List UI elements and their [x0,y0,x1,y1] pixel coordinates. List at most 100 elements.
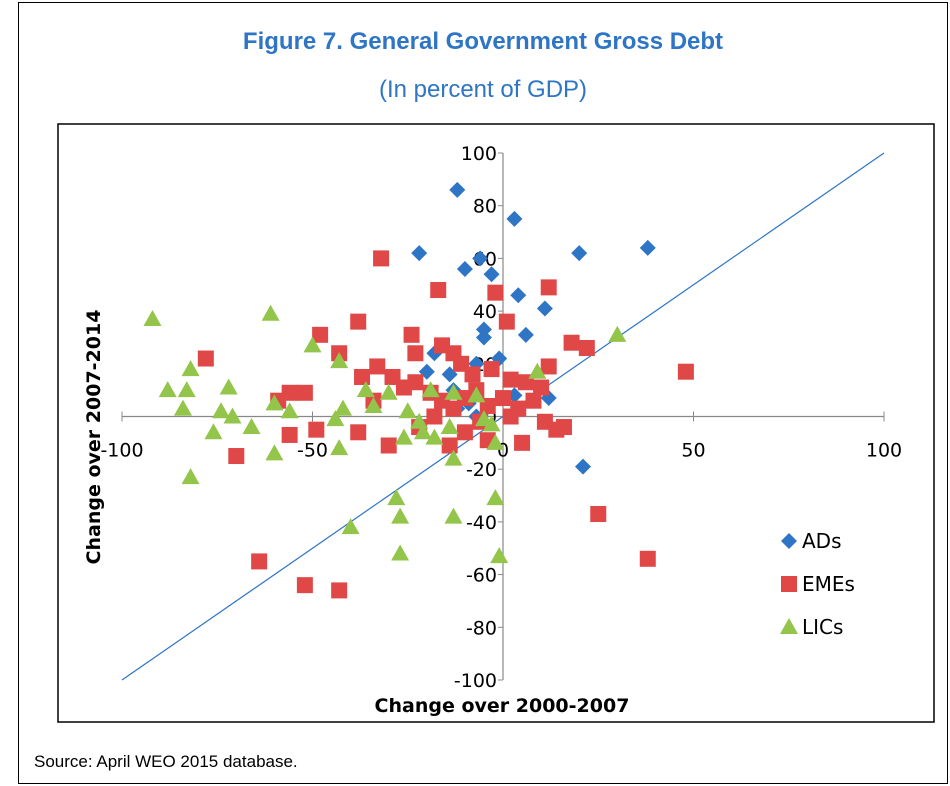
lics-point [421,381,440,398]
plot-area-border [57,123,935,723]
emes-point [639,550,656,567]
ads-point [456,260,473,277]
y-tick-label: -60 [466,565,497,587]
lics-point [486,433,505,450]
ads-point [571,245,588,262]
lics-point [474,410,493,427]
lics-point [341,518,360,535]
legend-marker-emes [781,576,797,592]
emes-point [487,284,504,301]
lics-point [330,352,349,369]
lics-point [391,544,410,561]
emes-point [456,424,473,441]
lics-point [490,547,509,564]
x-tick-label: -50 [297,440,328,462]
x-tick-label: 50 [681,440,705,462]
emes-point [540,279,557,296]
y-tick-label: 100 [461,143,497,165]
emes-point [536,413,553,430]
lics-point [333,399,352,416]
legend-label-emes: EMEs [802,572,855,596]
ads-point [449,181,466,198]
y-tick-label: 40 [473,301,497,323]
lics-point [326,410,345,427]
x-axis-label: Change over 2000-2007 [375,695,630,717]
x-tick-label: 100 [866,440,902,462]
emes-point [464,366,481,383]
y-tick-label: -80 [466,617,497,639]
figure-frame [18,2,948,784]
emes-point [350,313,367,330]
emes-point [373,250,390,267]
ads-point [639,239,656,256]
emes-point [350,424,367,441]
lics-point [528,362,547,379]
emes-point [495,390,511,407]
lics-point [204,423,223,440]
lics-point [303,336,322,353]
lics-point [219,378,238,395]
lics-point [280,402,299,419]
emes-point [563,334,580,351]
emes-point [407,374,424,391]
source-note: Source: April WEO 2015 database. [34,752,298,771]
ads-point [411,245,428,262]
lics-point [181,360,200,377]
lics-point [394,428,413,445]
lics-point [398,402,417,419]
lics-point [173,399,192,416]
lics-point [444,507,463,524]
lics-point [330,439,349,456]
x-tick-label: -100 [100,440,143,462]
legend-label-ads: ADs [802,529,842,553]
emes-point [296,577,313,594]
emes-point [312,326,329,343]
lics-point [444,449,463,466]
emes-point [197,350,214,367]
ads-point [536,300,553,317]
ads-point [506,210,523,227]
emes-point [483,361,500,378]
figure-subtitle: (In percent of GDP) [378,76,588,103]
lics-point [265,394,284,411]
lics-point [242,418,261,435]
lics-point [364,396,383,413]
emes-point [430,282,447,299]
y-tick-label: -20 [466,459,497,481]
legend-label-lics: LICs [802,615,843,639]
y-tick-label: -100 [454,670,497,692]
emes-point [441,437,458,454]
ads-point [517,326,534,343]
emes-point [578,339,595,356]
emes-point [677,363,694,380]
lics-point [223,407,242,424]
lics-point [413,423,432,440]
lics-point [425,428,444,445]
emes-point [555,419,572,436]
lics-point [158,381,177,398]
emes-point [540,358,557,375]
ads-point [472,250,489,267]
lics-point [444,383,463,400]
emes-point [380,437,397,454]
emes-point [296,384,313,401]
lics-point [177,381,196,398]
emes-point [308,421,325,438]
emes-point [514,434,531,451]
emes-point [228,448,245,465]
lics-point [440,418,459,435]
emes-point [502,408,519,425]
lics-point [482,415,501,432]
emes-point [590,505,607,522]
lics-point [391,507,410,524]
y-axis-label: Change over 2007-2014 [83,310,105,565]
emes-point [403,326,420,343]
emes-point [533,379,550,396]
lics-point [387,489,406,506]
lics-point [379,383,398,400]
ads-point [483,266,500,283]
lics-point [356,381,375,398]
lics-point [608,325,627,342]
data-points [143,181,694,599]
